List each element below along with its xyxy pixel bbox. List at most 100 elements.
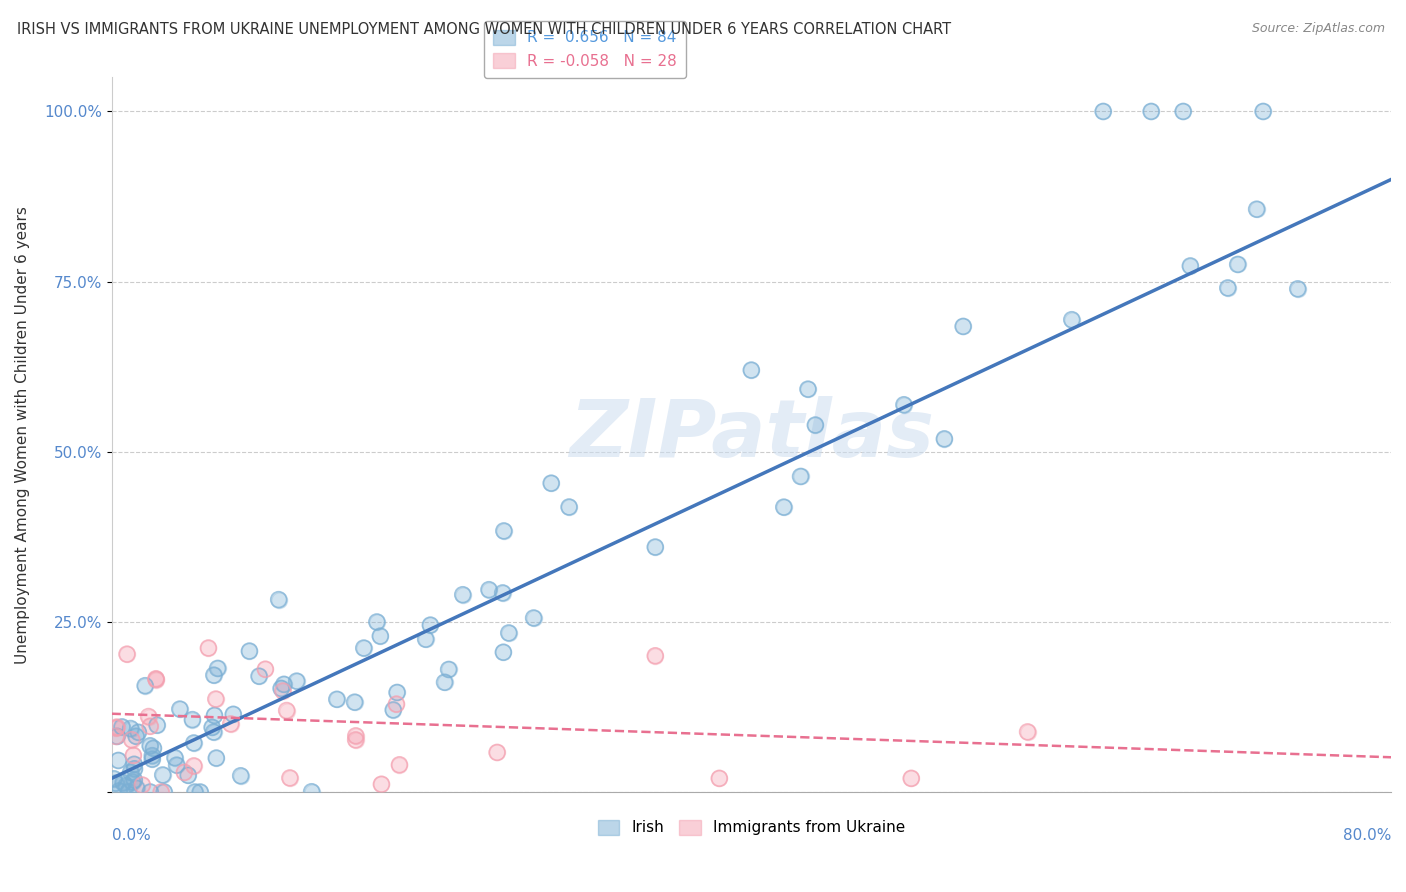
- Point: [385, 685, 408, 699]
- Point: [1171, 104, 1194, 119]
- Point: [709, 772, 731, 786]
- Point: [108, 784, 131, 798]
- Point: [117, 785, 139, 799]
- Point: [740, 363, 762, 377]
- Point: [326, 692, 349, 706]
- Point: [127, 725, 149, 739]
- Point: [202, 725, 225, 739]
- Point: [107, 754, 129, 768]
- Point: [1251, 104, 1274, 119]
- Point: [138, 709, 160, 723]
- Point: [353, 641, 375, 656]
- Point: [344, 729, 367, 743]
- Point: [366, 615, 388, 629]
- Point: [285, 674, 308, 689]
- Point: [131, 778, 153, 792]
- Point: [1017, 724, 1039, 739]
- Point: [105, 721, 128, 735]
- Point: [204, 692, 226, 706]
- Point: [205, 751, 228, 765]
- Point: [388, 757, 411, 772]
- Point: [111, 720, 134, 734]
- Point: [141, 748, 163, 763]
- Point: [177, 768, 200, 782]
- Point: [1060, 312, 1083, 326]
- Point: [152, 768, 174, 782]
- Point: [104, 730, 127, 744]
- Point: [278, 771, 301, 785]
- Point: [343, 695, 366, 709]
- Point: [173, 765, 195, 780]
- Point: [115, 779, 138, 793]
- Point: [107, 754, 129, 768]
- Point: [370, 629, 392, 643]
- Point: [370, 777, 392, 791]
- Point: [201, 720, 224, 734]
- Point: [202, 668, 225, 682]
- Point: [219, 717, 242, 731]
- Point: [166, 758, 188, 772]
- Point: [138, 709, 160, 723]
- Point: [344, 732, 367, 747]
- Point: [105, 720, 128, 734]
- Point: [105, 729, 128, 743]
- Point: [540, 476, 562, 491]
- Point: [1286, 282, 1309, 296]
- Point: [1180, 259, 1202, 273]
- Point: [204, 692, 226, 706]
- Point: [388, 757, 411, 772]
- Point: [184, 785, 207, 799]
- Point: [1140, 104, 1163, 119]
- Point: [353, 641, 375, 656]
- Point: [146, 718, 169, 732]
- Point: [105, 721, 128, 735]
- Point: [222, 707, 245, 722]
- Point: [124, 772, 146, 787]
- Point: [789, 469, 811, 483]
- Point: [952, 319, 974, 334]
- Point: [207, 661, 229, 675]
- Point: [204, 708, 226, 723]
- Point: [115, 647, 138, 661]
- Point: [254, 662, 277, 676]
- Point: [103, 772, 125, 786]
- Point: [201, 720, 224, 734]
- Point: [122, 757, 145, 772]
- Point: [893, 398, 915, 412]
- Point: [197, 640, 219, 655]
- Point: [478, 582, 501, 597]
- Point: [934, 432, 956, 446]
- Point: [120, 765, 142, 780]
- Point: [150, 785, 173, 799]
- Point: [385, 697, 408, 711]
- Point: [301, 785, 323, 799]
- Point: [105, 720, 128, 734]
- Point: [804, 417, 827, 432]
- Point: [451, 588, 474, 602]
- Point: [540, 476, 562, 491]
- Point: [181, 713, 204, 727]
- Point: [104, 730, 127, 744]
- Point: [141, 748, 163, 763]
- Point: [437, 663, 460, 677]
- Point: [183, 736, 205, 750]
- Point: [163, 750, 186, 764]
- Point: [205, 751, 228, 765]
- Point: [152, 768, 174, 782]
- Point: [772, 500, 794, 515]
- Point: [523, 611, 546, 625]
- Point: [153, 785, 176, 799]
- Point: [709, 772, 731, 786]
- Point: [131, 778, 153, 792]
- Point: [644, 648, 666, 663]
- Point: [112, 775, 135, 789]
- Point: [644, 540, 666, 554]
- Point: [478, 582, 501, 597]
- Point: [1216, 281, 1239, 295]
- Text: Source: ZipAtlas.com: Source: ZipAtlas.com: [1251, 22, 1385, 36]
- Point: [188, 785, 211, 799]
- Point: [344, 729, 367, 743]
- Point: [273, 677, 295, 691]
- Point: [486, 746, 509, 760]
- Point: [122, 748, 145, 763]
